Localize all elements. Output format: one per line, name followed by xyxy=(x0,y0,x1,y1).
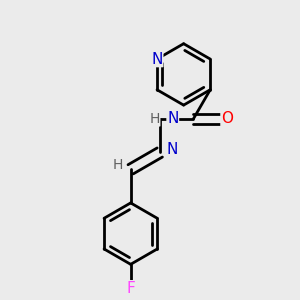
Text: H: H xyxy=(149,112,160,126)
Text: H: H xyxy=(113,158,123,172)
Text: O: O xyxy=(221,111,233,126)
Text: F: F xyxy=(126,281,135,296)
Text: N: N xyxy=(167,111,178,126)
Text: N: N xyxy=(151,52,163,67)
Text: N: N xyxy=(166,142,178,157)
